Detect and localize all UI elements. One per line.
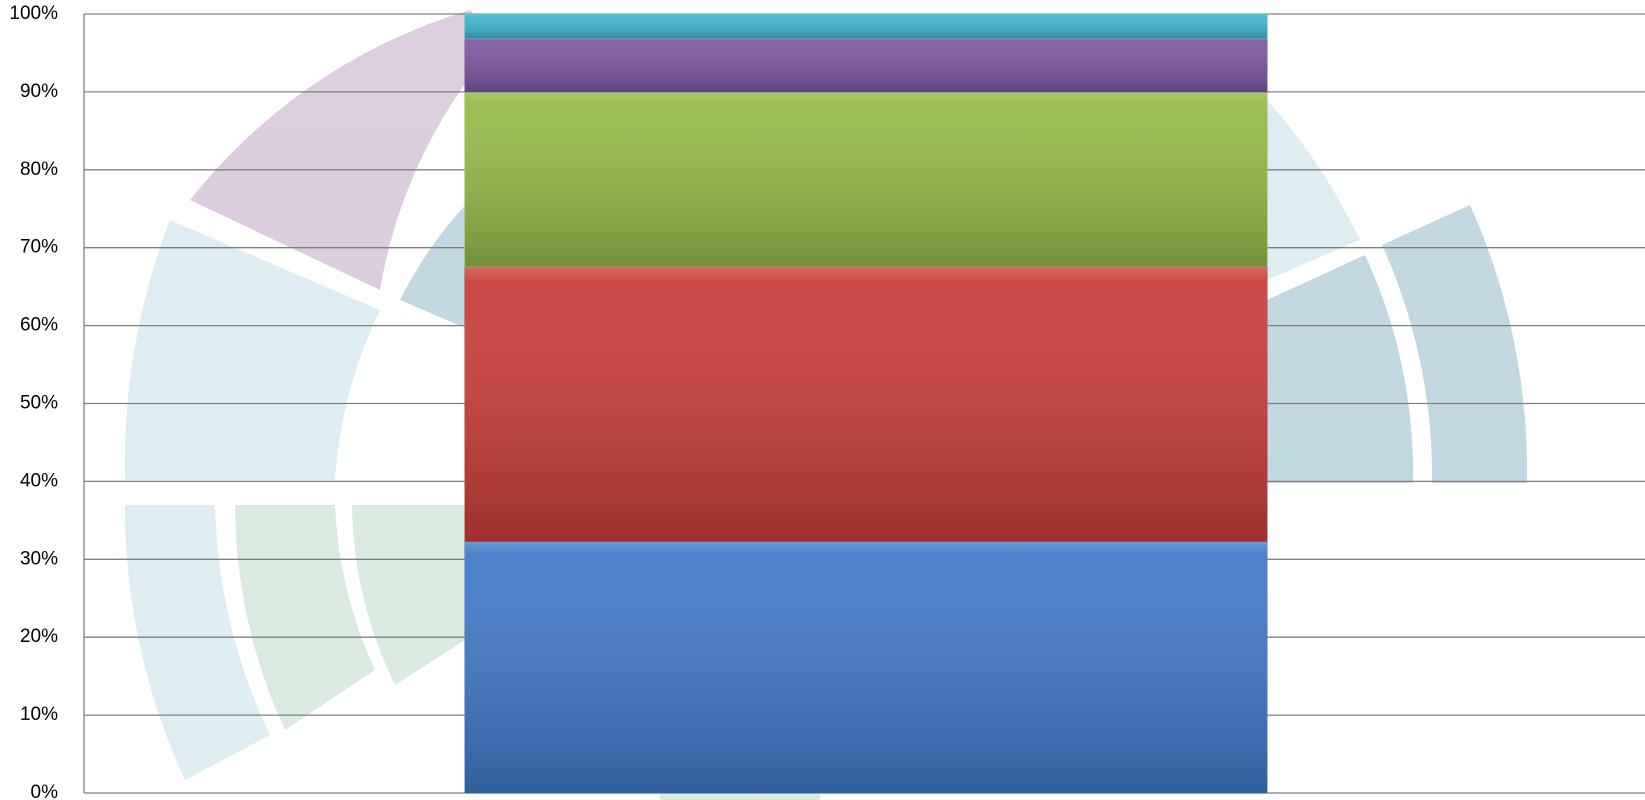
bar-shading bbox=[465, 541, 1267, 793]
page: {"chart_data": {"type": "bar", "stacked"… bbox=[0, 0, 1645, 800]
y-tick-label: 10% bbox=[20, 704, 58, 725]
bar-shading bbox=[465, 38, 1267, 92]
bar-shading bbox=[465, 14, 1267, 38]
y-tick-label: 100% bbox=[9, 3, 58, 24]
y-tick-label: 20% bbox=[20, 626, 58, 647]
bar-shading bbox=[465, 266, 1267, 541]
y-tick-label: 70% bbox=[20, 237, 58, 258]
y-tick-label: 90% bbox=[20, 81, 58, 102]
y-tick-label: 0% bbox=[31, 782, 59, 800]
y-tick-label: 80% bbox=[20, 159, 58, 180]
y-tick-label: 30% bbox=[20, 548, 58, 569]
y-tick-label: 40% bbox=[20, 470, 58, 491]
y-tick-label: 50% bbox=[20, 393, 58, 414]
bar-shading bbox=[465, 92, 1267, 266]
y-tick-label: 60% bbox=[20, 315, 58, 336]
chart: 0% 10% 20% 30% 40% 50% 60% 70% 80% 90% 100% bbox=[0, 0, 1645, 800]
